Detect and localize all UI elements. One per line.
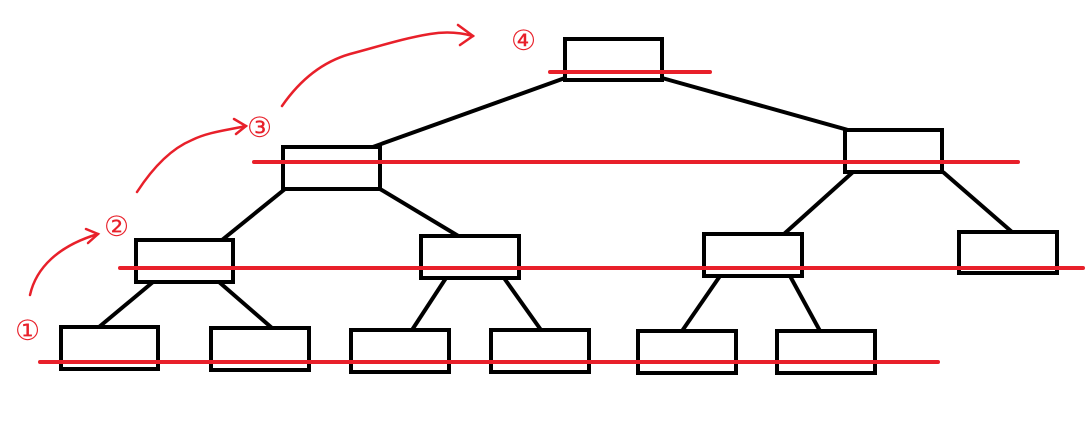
tree-node-level2-left [281,145,382,191]
tree-node-level4-3 [349,328,451,374]
edge-l3a-l4b [217,280,274,330]
edge-l3b-l4d [502,276,543,332]
tree-edges [97,76,1014,333]
step-labels: ① ② ③ ④ [15,24,536,347]
edge-l2b-l3d [941,170,1014,234]
arrow-step1-to-step2 [28,232,100,297]
edge-root-l2a [369,76,566,150]
edge-l3c-l4e [680,274,722,333]
edge-l2b-l3c [782,170,855,236]
edge-l3b-l4c [410,276,448,332]
tree-node-level3-1 [134,238,235,284]
arrow-step3-to-step4 [280,31,475,108]
tree-node-level4-5 [636,329,738,375]
edge-l3a-l4a [97,280,155,329]
tree-node-level4-6 [775,329,877,375]
edge-l3c-l4f [788,275,822,332]
arrow-head-icon [232,117,249,136]
tree-node-level3-2 [419,234,521,280]
arrow-head-icon [456,23,476,47]
edge-l2a-l3a [220,187,287,242]
step-arrows [28,23,476,297]
level-lines [38,70,1085,364]
edge-l2a-l3b [378,187,462,239]
arrow-step2-to-step3 [135,124,248,194]
tree-nodes [59,37,1059,375]
edge-root-l2b [661,76,849,132]
step-label-4: ④ [511,24,536,57]
step-label-3: ③ [247,111,272,144]
step-label-1: ① [15,314,40,347]
step-label-2: ② [104,210,129,243]
arrow-head-icon [84,227,101,245]
tree-node-level4-4 [489,328,591,374]
tree-node-level2-right [843,128,944,174]
